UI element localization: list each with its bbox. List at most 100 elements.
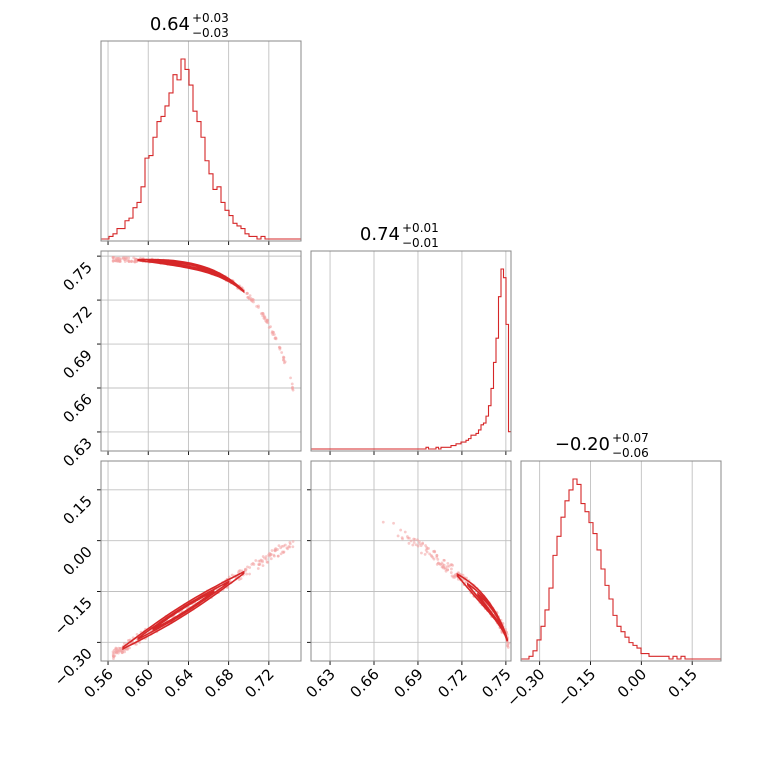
y-tick-label: 0.72 <box>59 302 95 338</box>
scatter-point <box>261 564 265 568</box>
scatter-point <box>289 376 292 380</box>
title-median: 0.64 <box>150 14 190 35</box>
scatter-point <box>256 567 260 570</box>
scatter-point <box>264 555 268 558</box>
scatter-point <box>244 568 248 571</box>
scatter-point <box>419 544 423 548</box>
scatter-point <box>400 536 404 540</box>
scatter-point <box>270 331 274 335</box>
x-tick-label: 0.56 <box>81 665 117 701</box>
scatter-point <box>435 553 439 557</box>
scatter-point <box>447 564 451 568</box>
density-contour <box>157 260 225 279</box>
panel-2-0 <box>97 461 301 665</box>
scatter-point <box>118 649 122 653</box>
scatter-point <box>111 650 115 654</box>
scatter-point <box>506 644 509 648</box>
scatter-point <box>114 651 118 655</box>
scatter-point <box>123 256 127 259</box>
scatter-point <box>127 260 131 264</box>
scatter-point <box>248 572 251 576</box>
title-plus-error: +0.01 <box>402 221 439 235</box>
scatter-point <box>450 563 454 566</box>
scatter-point <box>118 647 122 650</box>
x-tick-label: 0.72 <box>434 665 470 701</box>
panel-frame <box>100 40 302 242</box>
scatter-point <box>115 647 118 651</box>
scatter-point <box>270 549 274 552</box>
scatter-point <box>416 544 420 548</box>
scatter-point <box>432 550 435 553</box>
scatter-point <box>245 572 249 576</box>
scatter-point <box>414 543 418 547</box>
density-contour <box>152 589 215 631</box>
panel-frame <box>100 250 302 452</box>
scatter-point <box>251 561 255 565</box>
scatter-point <box>128 646 131 650</box>
scatter-point <box>267 553 271 557</box>
scatter-point <box>127 256 131 260</box>
scatter-point <box>280 351 284 354</box>
scatter-point <box>123 642 126 646</box>
scatter-point <box>436 561 440 565</box>
panel-0-0 <box>101 41 301 245</box>
y-tick-label: 0.00 <box>59 543 95 579</box>
scatter-point <box>119 257 123 261</box>
scatter-point <box>396 534 400 538</box>
title-minus-error: −0.03 <box>192 26 229 40</box>
title-param-0: 0.64 +0.03−0.03 <box>150 11 229 40</box>
scatter-point <box>423 552 427 556</box>
title-minus-error: −0.01 <box>402 236 439 250</box>
scatter-point <box>237 578 241 581</box>
scatter-point <box>227 575 231 579</box>
title-median: −0.20 <box>555 434 610 455</box>
scatter-point <box>248 566 252 569</box>
title-param-1: 0.74 +0.01−0.01 <box>360 221 439 250</box>
scatter-point <box>113 654 117 658</box>
scatter-point <box>279 552 283 556</box>
scatter-point <box>248 294 252 298</box>
y-tick-label: 0.69 <box>59 346 95 382</box>
scatter-point <box>135 633 139 636</box>
scatter-point <box>290 382 294 386</box>
scatter-point <box>246 295 250 299</box>
scatter-point <box>264 319 268 323</box>
scatter-point <box>403 530 407 534</box>
panel-2-2 <box>521 461 721 665</box>
x-tick-label: −0.30 <box>503 665 548 710</box>
density-contour <box>137 258 245 294</box>
panel-1-0 <box>97 251 301 455</box>
scatter-point <box>443 566 447 570</box>
title-plus-error: +0.03 <box>192 11 229 25</box>
scatter-point <box>425 547 429 551</box>
scatter-point <box>277 544 281 548</box>
scatter-point <box>407 541 411 545</box>
scatter-point <box>261 314 265 318</box>
scatter-point <box>250 298 254 302</box>
scatter-point <box>450 567 453 571</box>
scatter-point <box>269 557 273 561</box>
scatter-point <box>411 543 415 547</box>
scatter-point <box>125 647 128 651</box>
scatter-point <box>420 551 423 555</box>
scatter-point <box>286 547 290 551</box>
scatter-point <box>116 259 120 263</box>
scatter-point <box>412 541 416 544</box>
scatter-point <box>407 536 411 540</box>
panel-frame <box>310 460 512 662</box>
x-tick-label: 0.66 <box>346 665 382 701</box>
scatter-point <box>288 542 292 546</box>
title-plus-error: +0.07 <box>612 431 649 445</box>
scatter-point <box>399 528 403 532</box>
scatter-point <box>111 256 115 260</box>
scatter-point <box>246 565 249 569</box>
scatter-point <box>123 260 127 263</box>
scatter-point <box>111 259 115 263</box>
y-tick-label: 0.75 <box>59 258 95 294</box>
scatter-point <box>273 336 277 340</box>
panel-frame <box>520 460 722 662</box>
panel-2-1 <box>307 461 511 665</box>
scatter-point <box>138 641 141 644</box>
scatter-point <box>261 312 265 315</box>
